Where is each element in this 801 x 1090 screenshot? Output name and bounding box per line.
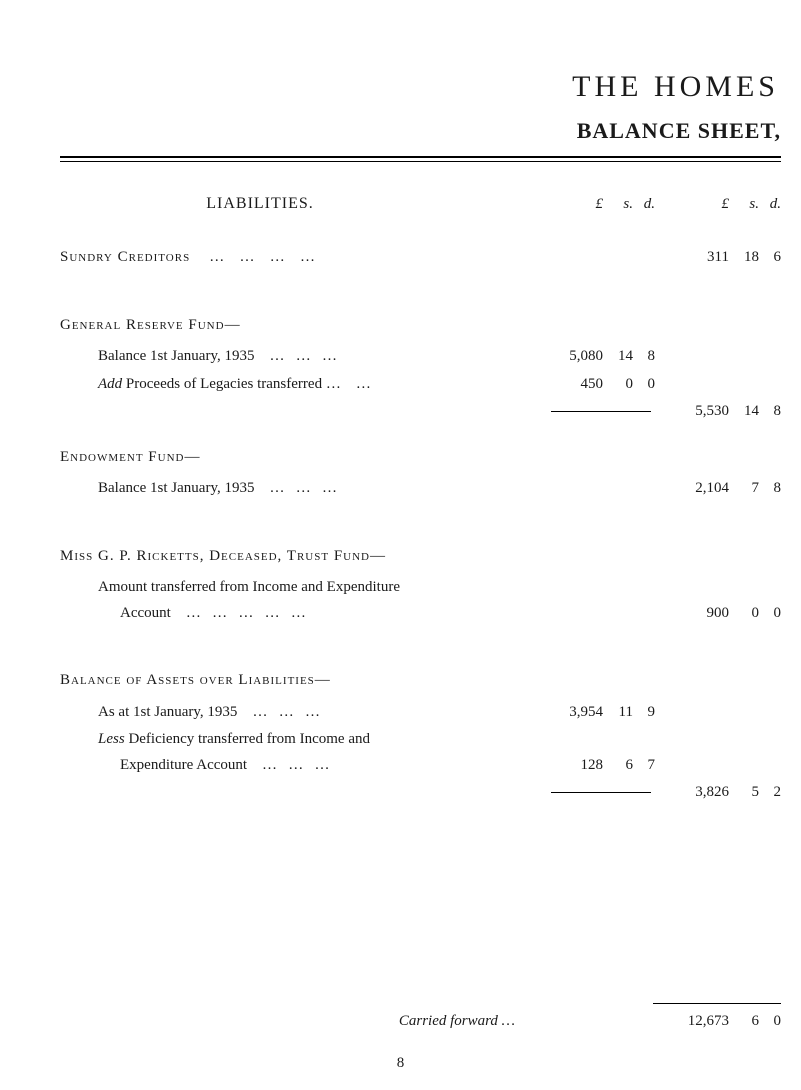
val-d: 9 (633, 700, 655, 726)
col-s-2: s. (729, 192, 759, 218)
val-L: 311 (681, 245, 729, 271)
row-ba-less-2: Expenditure Account … … … 128 6 7 (60, 753, 781, 779)
text: Expenditure Account (120, 757, 247, 773)
val-d: 0 (633, 372, 655, 398)
val-L: 2,104 (681, 476, 729, 502)
row-ba-total: 3,826 5 2 (60, 780, 781, 806)
row-endowment-balance: Balance 1st January, 1935 … … … 2,104 7 … (60, 476, 781, 502)
balance-sheet-body: LIABILITIES. £ s. d. £ s. d. Sundry Cred… (60, 190, 781, 806)
col-d-1: d. (633, 192, 655, 218)
val-s: 11 (603, 700, 633, 726)
val-d: 8 (633, 344, 655, 370)
label: Add Proceeds of Legacies transferred … … (60, 372, 555, 398)
text: Balance 1st January, 1935 (98, 480, 254, 496)
carried-rule (653, 1003, 781, 1004)
title-sub: BALANCE SHEET, (60, 118, 781, 144)
row-grf-balance: Balance 1st January, 1935 … … … 5,080 14… (60, 344, 781, 370)
text: Sundry Creditors (60, 249, 190, 265)
row-ba-less-1: Less Deficiency transferred from Income … (60, 727, 781, 753)
val-d: 0 (759, 1013, 781, 1030)
head-balance-assets: Balance of Assets over Liabilities— (60, 668, 781, 694)
val-L: 5,530 (681, 399, 729, 425)
val-L: 450 (555, 372, 603, 398)
val-L: 3,826 (681, 780, 729, 806)
label-line1: Less Deficiency transferred from Income … (60, 727, 555, 753)
val-s: 7 (729, 476, 759, 502)
val-L: 128 (555, 753, 603, 779)
val-d: 8 (759, 399, 781, 425)
val-s: 6 (729, 1013, 759, 1030)
val-d: 2 (759, 780, 781, 806)
row-ricketts-amount-2: Account … … … … … 900 0 0 (60, 601, 781, 627)
col-L-2: £ (681, 192, 729, 218)
label-line1: Amount transferred from Income and Expen… (60, 575, 555, 601)
val-d: 7 (633, 753, 655, 779)
row-ricketts-amount-1: Amount transferred from Income and Expen… (60, 575, 781, 601)
col-L-1: £ (555, 192, 603, 218)
column-header-row: LIABILITIES. £ s. d. £ s. d. (60, 190, 781, 231)
prefix: Less (98, 731, 125, 747)
text: Deficiency transferred from Income and (125, 731, 370, 747)
val-d: 0 (759, 601, 781, 627)
row-ba-asat: As at 1st January, 1935 … … … 3,954 11 9 (60, 700, 781, 726)
val-s: 6 (603, 753, 633, 779)
label: Balance 1st January, 1935 … … … (60, 344, 555, 370)
head-general-reserve: General Reserve Fund— (60, 313, 781, 339)
title-main: THE HOMES (60, 70, 779, 104)
head-endowment: Endowment Fund— (60, 445, 781, 471)
val-d: 8 (759, 476, 781, 502)
text: Account (120, 605, 171, 621)
double-rule (60, 156, 781, 162)
val-s: 0 (603, 372, 633, 398)
text: Balance 1st January, 1935 (98, 348, 254, 364)
val-L: 3,954 (555, 700, 603, 726)
page-number: 8 (0, 1055, 801, 1072)
val-d: 6 (759, 245, 781, 271)
val-s: 5 (729, 780, 759, 806)
col-s-1: s. (603, 192, 633, 218)
row-sundry-creditors: Sundry Creditors … … … … 311 18 6 (60, 245, 781, 271)
val-s: 14 (729, 399, 759, 425)
prefix: Add (98, 376, 122, 392)
label-sundry-creditors: Sundry Creditors … … … … (60, 245, 555, 271)
row-grf-total: 5,530 14 8 (60, 399, 781, 425)
label-line2: Expenditure Account … … … (60, 753, 555, 779)
label-line2: Account … … … … … (60, 601, 555, 627)
row-grf-add: Add Proceeds of Legacies transferred … …… (60, 372, 781, 398)
text: As at 1st January, 1935 (98, 704, 237, 720)
val-s: 14 (603, 344, 633, 370)
val-s: 0 (729, 601, 759, 627)
text: Proceeds of Legacies transferred … (122, 376, 341, 392)
val-L: 5,080 (555, 344, 603, 370)
label: Balance 1st January, 1935 … … … (60, 476, 555, 502)
val-L: 12,673 (681, 1013, 729, 1030)
head-ricketts: Miss G. P. Ricketts, Deceased, Trust Fun… (60, 544, 781, 570)
col-d-2: d. (759, 192, 781, 218)
label: As at 1st January, 1935 … … … (60, 700, 555, 726)
carried-label: Carried forward … (60, 1013, 555, 1030)
val-L: 900 (681, 601, 729, 627)
carried-forward-row: Carried forward … 12,673 6 0 (60, 1013, 781, 1030)
val-s: 18 (729, 245, 759, 271)
liabilities-heading: LIABILITIES. (60, 190, 460, 217)
